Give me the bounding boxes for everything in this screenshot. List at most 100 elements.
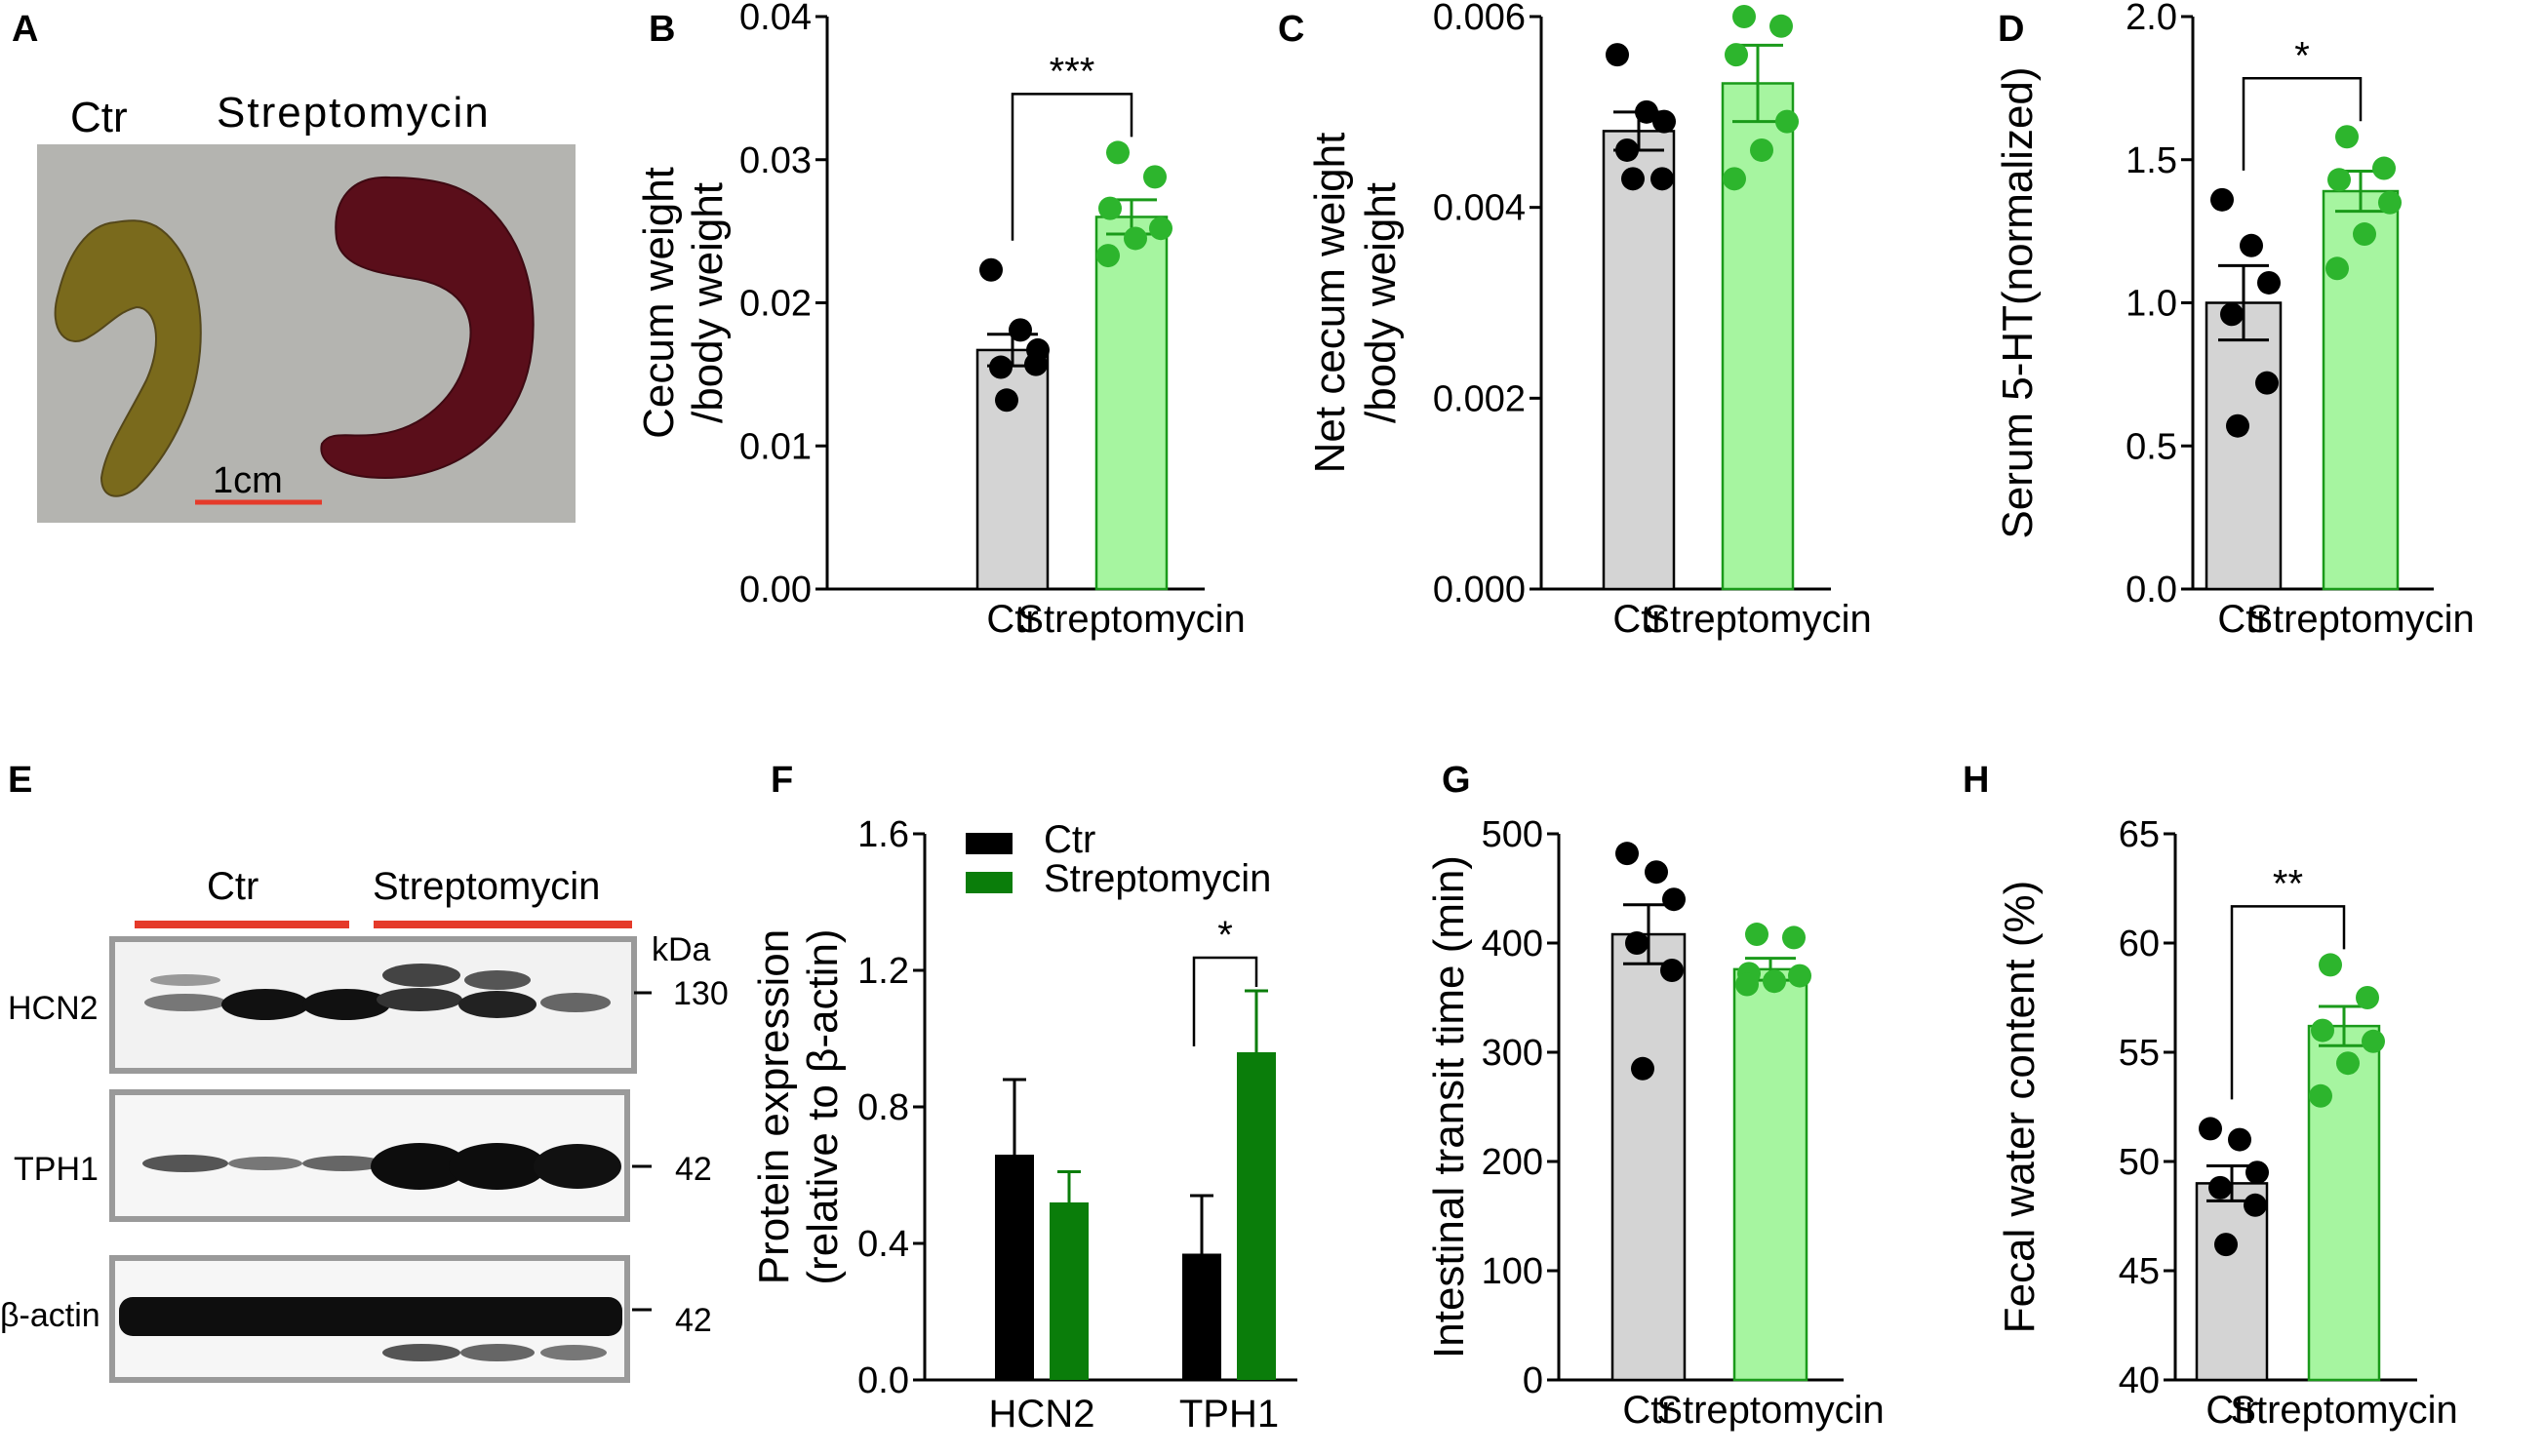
data-point [2378, 190, 2402, 215]
data-point [2372, 156, 2396, 180]
data-point [1621, 167, 1645, 191]
data-point [1615, 842, 1639, 866]
y-tick-label: 200 [1482, 1142, 1543, 1183]
data-point [1024, 352, 1048, 376]
data-point [1124, 226, 1147, 251]
data-point [979, 257, 1003, 282]
bar-ctr [2205, 301, 2283, 591]
y-tick-label: 0.5 [2126, 426, 2177, 467]
legend-label-ctr: Ctr [1044, 818, 1095, 861]
y-tick-label: 60 [2119, 924, 2160, 964]
data-point [1631, 1056, 1654, 1081]
y-tick-label: 0.0 [857, 1360, 909, 1401]
x-category-label: Streptomycin [1644, 598, 1871, 641]
significance-bracket [2242, 77, 2363, 171]
data-point [2245, 1161, 2269, 1185]
data-point [2199, 1117, 2222, 1141]
data-point [2228, 1127, 2251, 1152]
data-point [1650, 167, 1674, 191]
significance-label: ** [2273, 862, 2303, 905]
data-point [2257, 270, 2281, 295]
data-point [1149, 216, 1172, 241]
data-point [1735, 972, 1759, 997]
data-point [2335, 125, 2359, 149]
y-axis-label: /body weight [1357, 182, 1405, 423]
y-tick-label: 0.00 [739, 570, 812, 610]
data-point [1660, 959, 1684, 982]
data-point [1745, 923, 1768, 947]
panel-letter: D [1998, 9, 2024, 50]
y-axis-label: Net cecum weight [1306, 133, 1354, 474]
bar-ctr [1610, 932, 1687, 1382]
panel-letter: B [649, 9, 675, 50]
data-point [1725, 43, 1748, 67]
y-axis-label: Protein expression [750, 929, 798, 1284]
blot-row-beta-actin-kda: 42 [675, 1302, 712, 1339]
x-category-label: Streptomycin [2230, 1389, 2457, 1432]
y-tick-label: 65 [2119, 814, 2160, 855]
significance-bracket [2230, 905, 2346, 1100]
legend-swatch-ctr [966, 833, 1013, 854]
y-tick-label: 0.01 [739, 426, 812, 467]
y-tick-label: 0.002 [1433, 378, 1526, 419]
data-point [1606, 43, 1629, 67]
data-point [2244, 1193, 2267, 1217]
blot-beta-actin-bands [119, 1297, 622, 1361]
y-tick-label: 400 [1482, 924, 1543, 964]
data-point [1782, 925, 1806, 950]
panel-letter: H [1963, 760, 1989, 801]
data-point [2214, 1233, 2238, 1257]
x-category-label: HCN2 [989, 1393, 1095, 1436]
scale-bar-label: 1cm [213, 460, 283, 501]
y-tick-label: 1.6 [857, 814, 909, 855]
y-axis-label: Fecal water content (%) [1996, 881, 2044, 1334]
y-tick-label: 1.0 [2126, 284, 2177, 325]
data-point [1652, 109, 1676, 134]
y-tick-label: 0 [1523, 1360, 1543, 1401]
data-point [1723, 167, 1746, 191]
panel-b-chart: 0.00 0.01 0.02 0.03 0.04 Cecum weight/body we… [635, 0, 1246, 641]
data-point [1645, 860, 1668, 885]
kda-label: kDa [652, 931, 711, 968]
blot-row-tph1-label: TPH1 [14, 1151, 99, 1188]
data-point [1106, 140, 1130, 165]
x-category-label: Ctr [1612, 598, 1664, 641]
panel-letter: C [1278, 9, 1304, 50]
panel-letter: F [771, 760, 793, 801]
significance-bracket [1192, 956, 1258, 1046]
data-point [1625, 931, 1649, 955]
data-point [1615, 138, 1639, 162]
panel-d-chart: 0.0 0.5 1.0 1.5 2.0 Serum 5-HT(normalized) D Ct… [1994, 0, 2475, 641]
y-axis-label: Intestinal transit time (min) [1425, 855, 1473, 1358]
data-point [2309, 1083, 2332, 1108]
data-point [2311, 1018, 2334, 1043]
data-point [995, 388, 1018, 413]
panel-letter: G [1442, 760, 1471, 801]
bar-streptomycin [2307, 1024, 2381, 1382]
legend-label-streptomycin: Streptomycin [1044, 857, 1271, 900]
data-point [2220, 302, 2244, 327]
x-category-label: Streptomycin [2246, 598, 2474, 641]
y-tick-label: 0.000 [1433, 570, 1526, 610]
significance-bracket [1011, 93, 1133, 241]
blot-row-hcn2-label: HCN2 [8, 990, 99, 1027]
legend-swatch-streptomycin [966, 872, 1013, 893]
y-tick-label: 0.006 [1433, 0, 1526, 38]
panel-a-letter: A [12, 9, 38, 50]
significance-label: * [2294, 34, 2310, 77]
data-point [1750, 138, 1773, 162]
streptomycin-cecum-image [320, 176, 535, 480]
y-tick-label: 0.04 [739, 0, 812, 38]
data-point [2208, 1175, 2232, 1200]
bar-streptomycin [1094, 216, 1169, 591]
x-category-label: Ctr [2205, 1389, 2257, 1432]
panel-h-chart: 40 45 50 55 60 65 Fecal water content (%) H CtrS… [1963, 760, 2458, 1432]
data-point [1732, 5, 1756, 28]
y-axis-label: (relative to β-actin) [799, 928, 847, 1284]
data-point [1769, 14, 1793, 38]
data-point [1098, 196, 1122, 220]
blot-row-tph1-kda: 42 [675, 1151, 712, 1188]
data-point [989, 355, 1013, 379]
bar-hcn2-ctr [995, 1155, 1034, 1380]
data-point [2327, 168, 2351, 192]
